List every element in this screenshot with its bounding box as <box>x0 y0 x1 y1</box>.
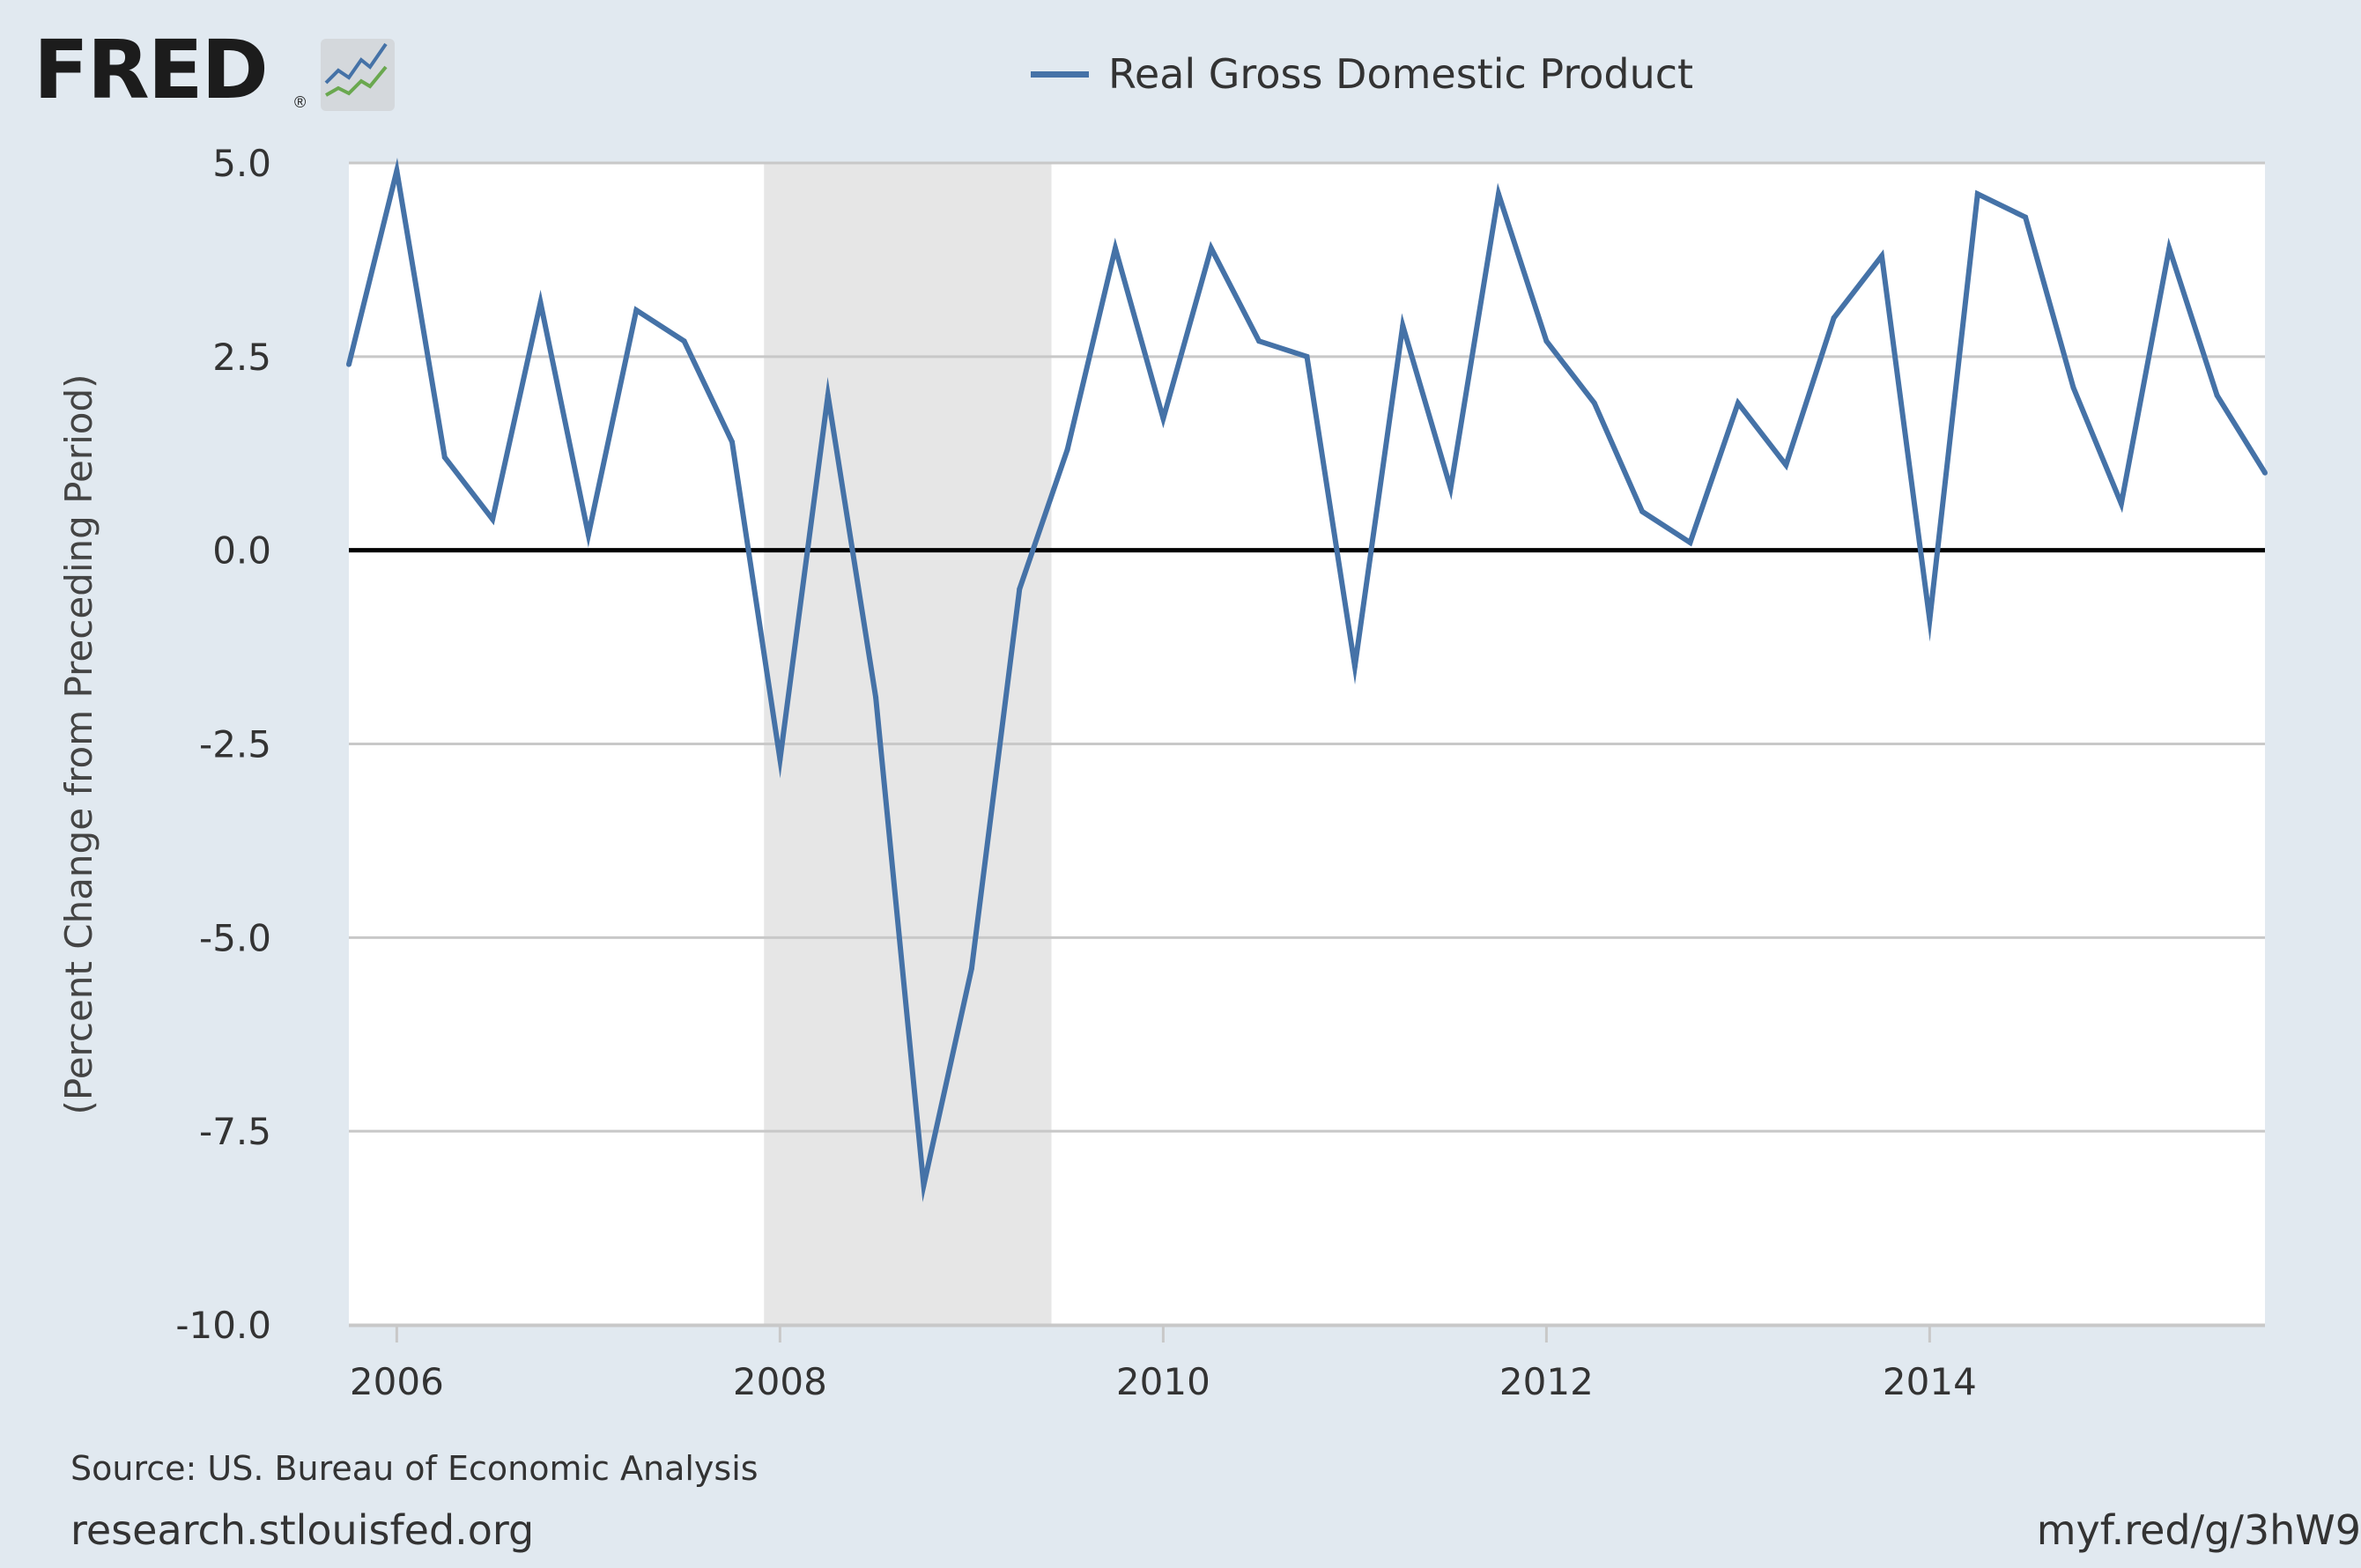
data-point <box>1974 191 1980 197</box>
site-link[interactable]: research.stlouisfed.org <box>70 1506 535 1554</box>
x-tick-label: 2010 <box>1116 1360 1210 1403</box>
x-tick-label: 2012 <box>1499 1360 1594 1403</box>
y-tick-label: -2.5 <box>199 723 271 766</box>
source-note: Source: US. Bureau of Economic Analysis <box>70 1449 759 1488</box>
data-point <box>585 532 591 538</box>
y-tick-label: 2.5 <box>212 336 271 379</box>
y-tick-label: -5.0 <box>199 916 271 959</box>
data-point <box>346 361 352 367</box>
data-point <box>1639 508 1646 514</box>
data-point <box>2214 392 2220 398</box>
data-point <box>633 307 640 314</box>
data-point <box>1113 245 1118 251</box>
data-point <box>1351 663 1358 669</box>
y-tick-labels-group: 5.0 2.5 0.0 -2.5 -5.0 -7.5 -10.0 <box>175 142 271 1347</box>
y-tick-label: -7.5 <box>199 1110 271 1153</box>
data-point <box>1400 322 1406 329</box>
chart: 5.02.50.0-2.5-5.0-7.5-10.0 2006 2008 2010 2… <box>57 142 2268 1403</box>
data-point <box>1543 338 1550 344</box>
data-point <box>1160 416 1166 422</box>
x-tick-label: 2006 <box>350 1360 444 1403</box>
data-point <box>2118 500 2124 507</box>
data-point <box>1879 253 1884 259</box>
data-point <box>1591 400 1597 406</box>
legend-series-swatch <box>1031 70 1089 78</box>
data-point <box>1496 191 1501 197</box>
data-point <box>2262 470 2268 476</box>
data-point <box>2023 214 2029 220</box>
logo-registered-mark: ® <box>294 93 307 111</box>
data-point <box>394 167 400 174</box>
x-tick-label: 2008 <box>733 1360 827 1403</box>
data-point <box>1735 400 1741 406</box>
fred-trend-lines-icon <box>321 39 395 111</box>
data-point <box>1256 338 1262 344</box>
data-point <box>1208 245 1214 251</box>
data-point <box>1831 314 1837 321</box>
fred-logo[interactable]: FRED ® <box>33 26 412 120</box>
data-point <box>1304 353 1310 359</box>
data-point <box>873 694 879 700</box>
short-url-link[interactable]: myf.red/g/3hW9 <box>2036 1506 2361 1554</box>
logo-text: FRED <box>33 23 269 117</box>
data-point <box>2070 385 2076 391</box>
data-point <box>1064 447 1070 453</box>
x-tick-label: 2014 <box>1883 1360 1977 1403</box>
y-axis-title: (Percent Change from Preceding Period) <box>57 374 100 1114</box>
y-tick-label: -10.0 <box>175 1304 271 1347</box>
y-tick-label: 5.0 <box>212 142 271 185</box>
data-point <box>1783 462 1789 468</box>
data-point <box>921 1182 927 1188</box>
data-point <box>537 300 544 306</box>
data-point <box>1447 485 1454 492</box>
data-point <box>490 516 496 522</box>
data-point <box>825 392 831 398</box>
data-point <box>1687 539 1693 545</box>
chart-legend: Real Gross Domestic Product <box>1031 44 1693 104</box>
legend-series-label: Real Gross Domestic Product <box>1108 50 1694 98</box>
data-point <box>2166 245 2172 251</box>
data-point <box>729 439 735 445</box>
series-group <box>346 158 2268 1202</box>
data-point <box>777 757 783 763</box>
data-point <box>1017 586 1023 592</box>
y-tick-label: 0.0 <box>212 529 271 573</box>
data-point <box>441 455 448 461</box>
x-axis-group: 2006 2008 2010 2012 2014 <box>349 1324 2265 1403</box>
data-point <box>681 338 687 344</box>
data-point <box>968 965 974 972</box>
data-point <box>1927 617 1933 623</box>
